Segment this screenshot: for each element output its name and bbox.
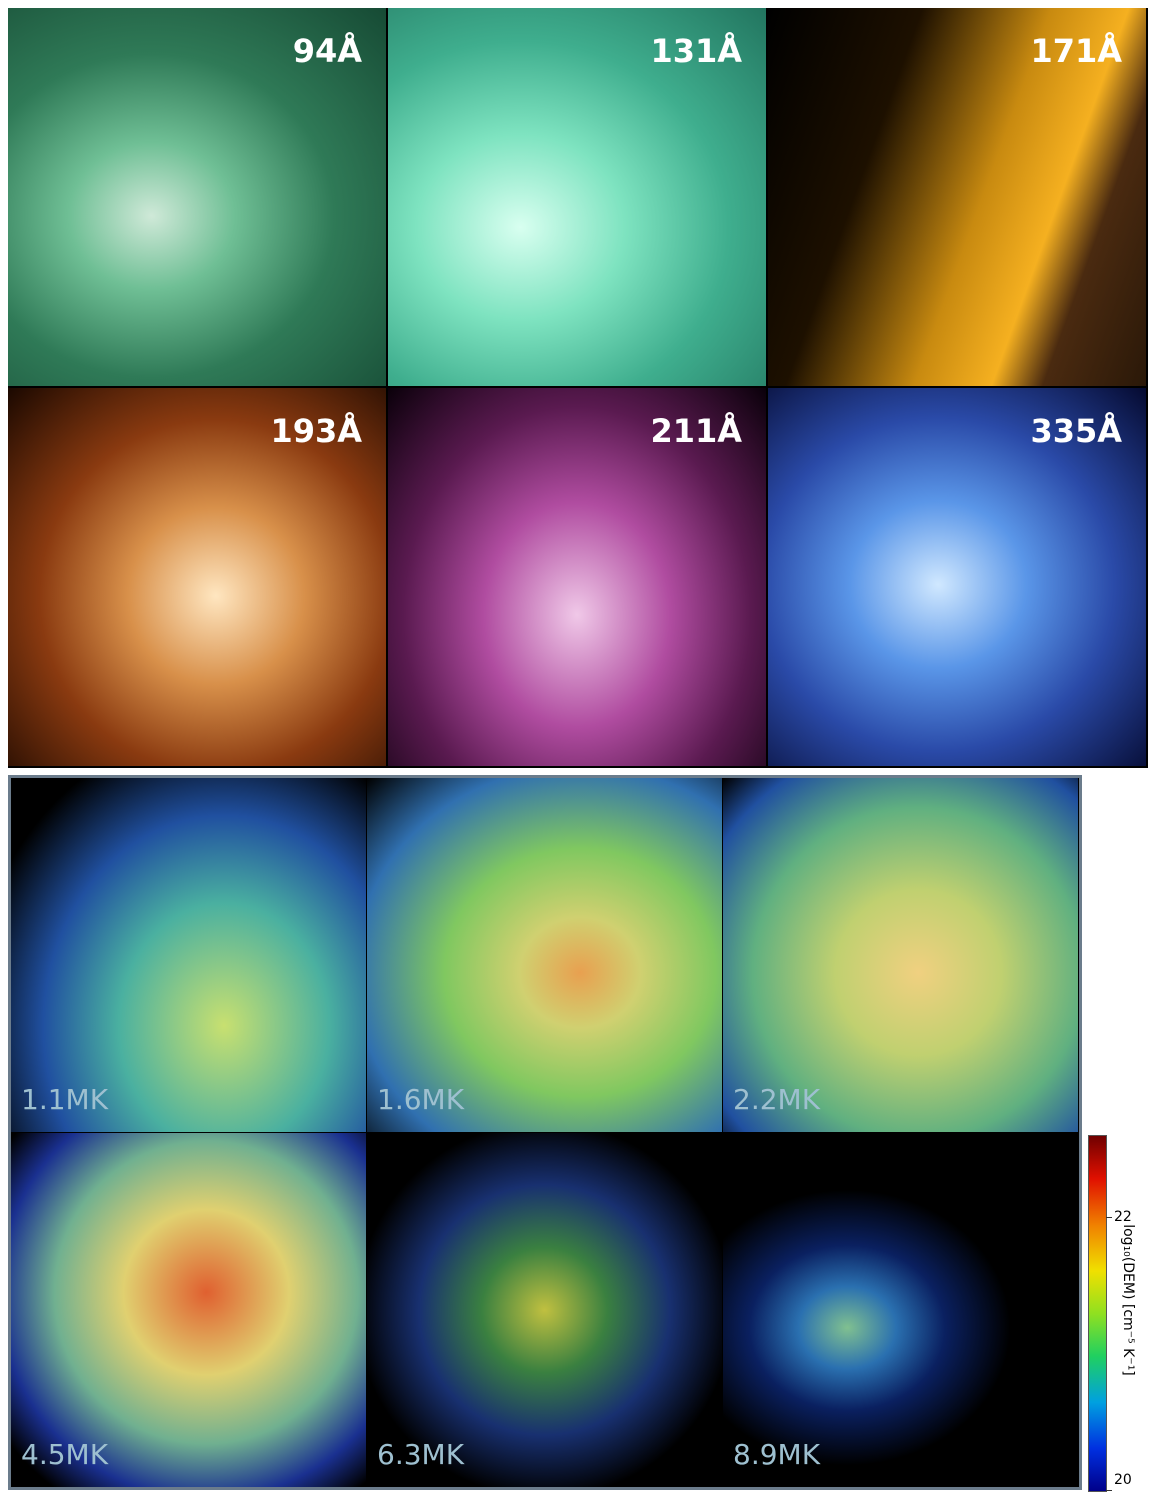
wavelength-panel: 335Å	[768, 388, 1146, 766]
dem-panel: 2.2MK	[723, 778, 1078, 1132]
colorbar-tick-label: 22	[1114, 1209, 1132, 1225]
panel-label: 2.2MK	[733, 1083, 820, 1116]
dem-grid: 1.1MK 1.6MK 2.2MK 4.5MK 6.3MK 8.9MK	[8, 775, 1082, 1490]
panel-label: 335Å	[1030, 412, 1122, 450]
panel-label: 171Å	[1030, 32, 1122, 70]
panel-label: 131Å	[650, 32, 742, 70]
panel-label: 1.1MK	[21, 1083, 108, 1116]
panel-label: 193Å	[270, 412, 362, 450]
dem-panel: 4.5MK	[11, 1133, 366, 1487]
wavelength-grid: 94Å 131Å 171Å 193Å 211Å 335Å	[8, 8, 1148, 768]
figure: 94Å 131Å 171Å 193Å 211Å 335Å 1.1MK 1.6MK 2.2MK 4…	[0, 0, 1150, 1492]
wavelength-panel: 94Å	[8, 8, 386, 386]
colorbar	[1088, 1135, 1107, 1492]
panel-label: 211Å	[650, 412, 742, 450]
panel-label: 1.6MK	[377, 1083, 464, 1116]
wavelength-panel: 131Å	[388, 8, 766, 386]
wavelength-panel: 171Å	[768, 8, 1146, 386]
dem-panel: 8.9MK	[723, 1133, 1078, 1487]
colorbar-tick-label: 20	[1114, 1472, 1132, 1488]
wavelength-panel: 211Å	[388, 388, 766, 766]
wavelength-panel: 193Å	[8, 388, 386, 766]
dem-panel: 1.6MK	[367, 778, 722, 1132]
panel-label: 94Å	[293, 32, 362, 70]
colorbar-label: log₁₀(DEM) [cm⁻⁵ K⁻¹]	[1120, 1224, 1136, 1376]
panel-label: 4.5MK	[21, 1438, 108, 1471]
colorbar-tick	[1106, 1217, 1112, 1218]
dem-panel: 6.3MK	[367, 1133, 722, 1487]
panel-label: 8.9MK	[733, 1438, 820, 1471]
panel-label: 6.3MK	[377, 1438, 464, 1471]
colorbar-tick	[1106, 1490, 1112, 1491]
dem-panel: 1.1MK	[11, 778, 366, 1132]
